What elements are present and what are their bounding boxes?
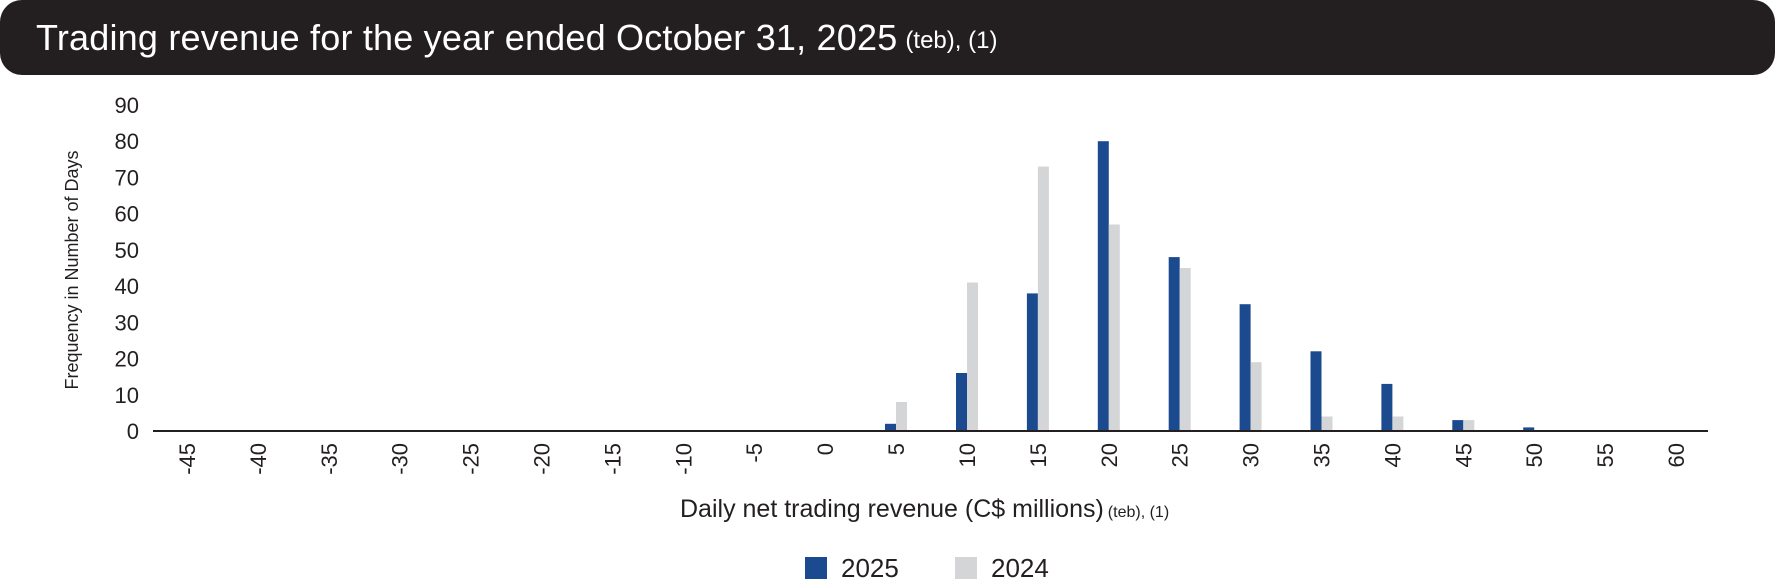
x-tick-label-35: 35 xyxy=(1309,443,1334,467)
y-tick-label-70: 70 xyxy=(115,165,139,190)
bar-2025-35 xyxy=(1310,351,1322,431)
x-tick-label-5: 5 xyxy=(884,443,909,455)
x-tick-label--25: -25 xyxy=(459,443,484,475)
bar-2024-40 xyxy=(1392,416,1404,431)
x-tick-label-40: 40 xyxy=(1380,443,1405,467)
bar-2024-20 xyxy=(1108,224,1120,431)
x-tick-label-50: 50 xyxy=(1522,443,1547,467)
bar-2025-30 xyxy=(1239,304,1251,431)
x-tick-label--20: -20 xyxy=(530,443,555,475)
bar-2025-10 xyxy=(956,373,967,431)
bar-2024-15 xyxy=(1037,166,1049,431)
x-tick-label--40: -40 xyxy=(246,443,271,475)
legend-label-2024: 2024 xyxy=(991,553,1049,583)
chart-title-bar: Trading revenue for the year ended Octob… xyxy=(0,0,1775,75)
x-tick-label--5: -5 xyxy=(742,443,767,463)
x-tick-label--35: -35 xyxy=(317,443,342,475)
x-tick-label-15: 15 xyxy=(1026,443,1051,467)
y-tick-label-40: 40 xyxy=(115,274,139,299)
y-axis-label: Frequency in Number of Days xyxy=(62,150,82,389)
bar-2024-45 xyxy=(1463,420,1475,431)
x-tick-label-20: 20 xyxy=(1097,443,1122,467)
y-tick-label-20: 20 xyxy=(115,347,139,372)
x-tick-label-0: 0 xyxy=(813,443,838,455)
legend-label-2025: 2025 xyxy=(841,553,899,583)
bar-2024-35 xyxy=(1321,416,1333,431)
bar-2025-40 xyxy=(1381,383,1393,431)
legend-swatch-2025 xyxy=(805,557,827,579)
x-tick-label-60: 60 xyxy=(1664,443,1689,467)
x-tick-label-45: 45 xyxy=(1451,443,1476,467)
y-tick-label-30: 30 xyxy=(115,310,139,335)
x-tick-label-25: 25 xyxy=(1168,443,1193,467)
x-tick-label--10: -10 xyxy=(671,443,696,475)
bar-2025-25 xyxy=(1168,257,1180,431)
bar-2024-25 xyxy=(1179,268,1191,431)
x-tick-label-55: 55 xyxy=(1593,443,1618,467)
x-tick-label-30: 30 xyxy=(1239,443,1264,467)
legend-swatch-2024 xyxy=(955,557,977,579)
chart-title-suffix: (teb), (1) xyxy=(905,26,998,54)
bar-2024-10 xyxy=(967,282,978,431)
y-tick-label-0: 0 xyxy=(127,419,139,444)
bar-2024-5 xyxy=(896,402,907,431)
bar-2024-30 xyxy=(1250,362,1262,431)
y-tick-label-50: 50 xyxy=(115,238,139,263)
bar-2025-15 xyxy=(1026,293,1038,431)
y-tick-label-90: 90 xyxy=(115,93,139,118)
y-tick-label-10: 10 xyxy=(115,383,139,408)
y-tick-label-60: 60 xyxy=(115,202,139,227)
x-axis-label: Daily net trading revenue (C$ millions) xyxy=(680,495,1104,523)
bar-2025-50 xyxy=(1523,427,1535,431)
x-tick-label--45: -45 xyxy=(175,443,200,475)
bar-2025-5 xyxy=(885,423,896,431)
bar-2025-20 xyxy=(1097,141,1109,431)
x-axis-label-suffix: (teb), (1) xyxy=(1108,504,1169,521)
bar-2025-45 xyxy=(1452,420,1464,431)
chart-title: Trading revenue for the year ended Octob… xyxy=(36,16,898,58)
y-tick-label-80: 80 xyxy=(115,129,139,154)
x-tick-label--15: -15 xyxy=(600,443,625,475)
x-tick-label-10: 10 xyxy=(955,443,980,467)
x-tick-label--30: -30 xyxy=(388,443,413,475)
